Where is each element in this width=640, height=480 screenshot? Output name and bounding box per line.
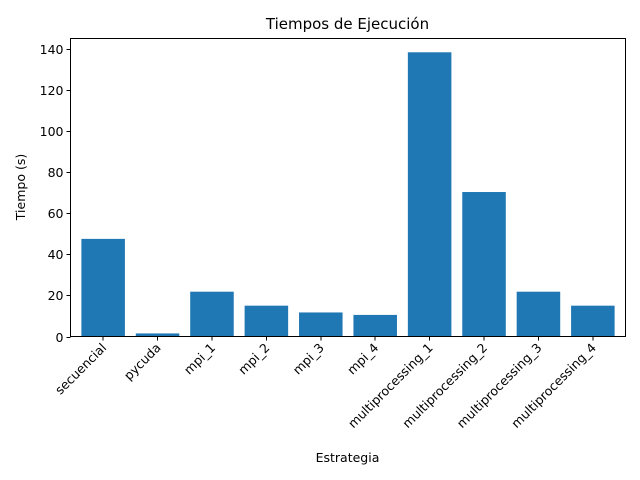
- y-tick-label: 80: [48, 165, 64, 180]
- x-tick-label: mpi_3: [290, 340, 327, 377]
- x-tick-label: mpi_2: [235, 340, 272, 377]
- x-tick-label: mpi_1: [181, 340, 218, 377]
- plot-frame: [70, 38, 626, 337]
- y-axis: 0 20 40 60 80 100 120 140: [40, 42, 71, 345]
- bar-mpi-1: [190, 291, 234, 337]
- x-tick-label: mpi_4: [344, 340, 381, 377]
- bar-multiprocessing-3: [516, 291, 561, 337]
- chart-title: Tiempos de Ejecución: [265, 15, 429, 33]
- x-tick-label: secuencial: [52, 340, 109, 397]
- y-tick-label: 140: [40, 42, 64, 57]
- x-axis-label: Estrategia: [316, 450, 380, 465]
- y-tick-label: 0: [56, 330, 64, 345]
- y-tick-label: 100: [40, 124, 64, 139]
- x-axis: secuencial pycuda mpi_1 mpi_2 mpi_3 mpi_4mult…: [52, 336, 599, 431]
- bar-multiprocessing-4: [571, 305, 615, 337]
- bar-pycuda: [135, 333, 180, 337]
- x-tick-label: pycuda: [121, 340, 164, 383]
- bar-mpi-4: [353, 314, 397, 337]
- bar-multiprocessing-2: [462, 192, 506, 337]
- y-tick-label: 20: [48, 288, 64, 303]
- bar-mpi-3: [299, 312, 343, 337]
- bar-secuencial: [81, 238, 125, 337]
- bar-multiprocessing-1: [407, 52, 452, 337]
- bars-group: [81, 52, 615, 337]
- bar-mpi-2: [244, 305, 289, 337]
- y-axis-label: Tiempo (s): [13, 154, 28, 221]
- y-tick-label: 60: [48, 206, 64, 221]
- y-tick-label: 40: [48, 247, 64, 262]
- y-tick-label: 120: [40, 83, 64, 98]
